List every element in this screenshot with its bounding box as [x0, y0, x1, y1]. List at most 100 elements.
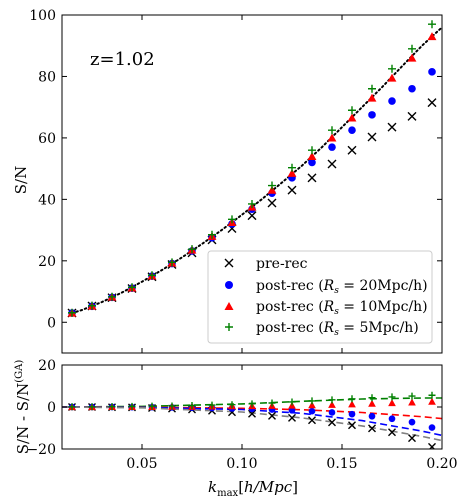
top-annotation: z=1.02	[90, 49, 155, 70]
data-point-plus	[268, 399, 276, 407]
data-point-circle	[328, 143, 336, 151]
y-tick-label: 60	[38, 131, 56, 147]
bottom-panel: 0.05 0.10 0.15 0.20 −20 0 20	[26, 358, 457, 472]
legend-label-pre-rec: pre-rec	[256, 256, 308, 272]
data-point-triangle	[308, 401, 316, 409]
data-point-plus	[368, 394, 376, 402]
y-tick-label: 100	[29, 8, 56, 24]
fit-curve-0	[62, 397, 442, 408]
fit-curve-3	[62, 406, 442, 442]
data-point-plus	[388, 64, 396, 73]
data-point-triangle	[267, 185, 277, 194]
series-3	[68, 20, 436, 317]
x-tick-label: 0.20	[426, 456, 457, 472]
data-point-plus	[68, 308, 76, 317]
data-point-plus	[128, 283, 136, 292]
data-point-triangle	[327, 133, 337, 142]
legend: pre-rec post-rec (Rs = 20Mpc/h) post-rec…	[207, 250, 433, 344]
data-point-plus	[148, 402, 156, 410]
legend-label-rs10: post-rec (Rs = 10Mpc/h)	[256, 299, 428, 317]
x-tick-label: 0.15	[326, 456, 357, 472]
axes-frame-top	[61, 14, 443, 354]
data-point-plus	[428, 20, 436, 29]
data-point-plus	[128, 402, 136, 410]
bottom-y-axis-label-sup: (GA)	[14, 360, 25, 383]
data-point-plus	[148, 271, 156, 280]
bottom-y-axis-label: S/N - S/N(GA)	[14, 360, 32, 455]
data-point-x	[427, 98, 437, 108]
x-axis-label: kmax[h/Mpc]	[208, 478, 298, 499]
data-point-plus	[328, 396, 336, 404]
y-tick-label: 40	[38, 192, 56, 208]
data-point-plus	[68, 403, 76, 411]
data-point-plus	[428, 391, 436, 399]
data-point-circle	[308, 407, 316, 415]
legend-box	[207, 250, 433, 344]
legend-entry-pre-rec: pre-rec	[224, 256, 308, 272]
data-point-x	[387, 122, 397, 132]
y-tick-label: 0	[47, 400, 56, 416]
data-point-plus	[388, 393, 396, 401]
data-point-plus	[328, 126, 336, 135]
data-point-x	[407, 111, 417, 121]
data-point-plus	[88, 301, 96, 310]
legend-marker-triangle	[224, 302, 234, 310]
data-point-triangle	[347, 113, 357, 122]
plot-area-bottom	[62, 391, 442, 449]
data-point-triangle	[387, 73, 397, 82]
top-panel: 0 20 40 60 80 100	[29, 8, 443, 354]
series-3	[68, 391, 436, 411]
data-point-circle	[388, 415, 396, 423]
data-point-plus	[108, 403, 116, 411]
y-tick-label: 0	[47, 315, 56, 331]
data-point-circle	[408, 84, 416, 93]
data-point-plus	[408, 44, 416, 53]
data-point-circle	[308, 158, 316, 167]
legend-entry-rs20: post-rec (Rs = 20Mpc/h)	[225, 278, 428, 296]
data-point-circle	[328, 409, 336, 416]
top-y-axis-label: S/N	[12, 166, 30, 194]
data-point-circle	[348, 126, 356, 135]
data-point-plus	[248, 400, 256, 408]
data-point-circle	[368, 412, 376, 420]
data-point-x	[368, 424, 376, 433]
data-point-plus	[248, 199, 256, 208]
data-point-triangle	[367, 93, 377, 102]
data-point-x	[367, 132, 377, 142]
data-point-x	[268, 411, 276, 420]
data-point-circle	[288, 407, 296, 414]
data-point-x	[248, 409, 256, 418]
legend-label-rs20: post-rec (Rs = 20Mpc/h)	[256, 278, 428, 296]
data-point-plus	[308, 146, 316, 155]
data-point-triangle	[287, 168, 297, 177]
bottom-y-axis-label-main: S/N - S/N	[14, 383, 32, 455]
data-point-triangle	[348, 400, 356, 408]
data-point-triangle	[307, 151, 317, 160]
data-point-x	[348, 421, 356, 430]
data-point-plus	[208, 230, 216, 239]
data-point-plus	[228, 215, 236, 224]
reference-curve	[71, 26, 442, 315]
plot-area-top	[67, 20, 442, 318]
data-point-plus	[88, 403, 96, 411]
data-point-plus	[108, 292, 116, 301]
data-point-circle	[428, 424, 436, 431]
data-point-x	[307, 173, 317, 183]
data-point-plus	[348, 106, 356, 115]
data-point-plus	[228, 401, 236, 409]
data-point-plus	[188, 245, 196, 254]
data-point-plus	[368, 84, 376, 93]
y-tick-label: 80	[38, 69, 56, 85]
data-point-x	[327, 159, 337, 169]
data-point-x	[347, 145, 357, 155]
data-point-x	[247, 211, 257, 221]
data-point-triangle	[428, 397, 436, 405]
data-point-triangle	[388, 399, 396, 407]
y-tick-label: 20	[38, 254, 56, 270]
legend-entry-rs5: post-rec (Rs = 5Mpc/h)	[225, 320, 419, 338]
data-point-plus	[168, 258, 176, 267]
data-point-triangle	[408, 398, 416, 406]
data-point-plus	[268, 181, 276, 190]
legend-label-rs5: post-rec (Rs = 5Mpc/h)	[256, 320, 419, 338]
